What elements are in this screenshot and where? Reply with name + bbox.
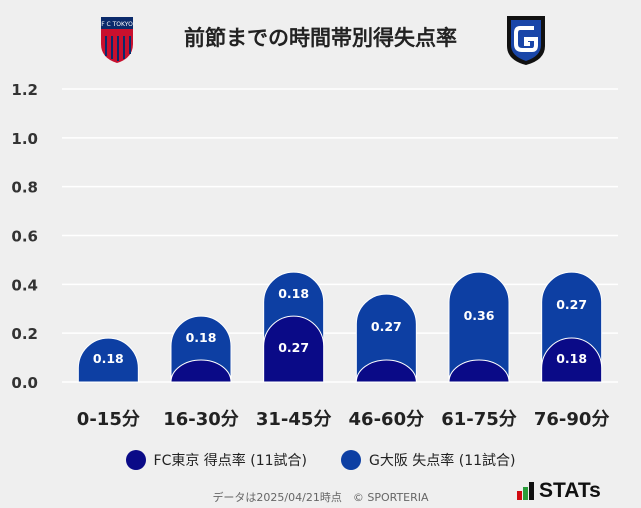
x-tick-label: 61-75分 <box>441 409 517 430</box>
y-tick-label: 1.2 <box>11 81 38 99</box>
bar-fc-tokyo-score <box>448 359 510 383</box>
fc-tokyo-logo-text: F C TOKYO <box>101 21 133 28</box>
bar-fc-tokyo-score <box>263 315 325 383</box>
bar-fc-tokyo-score <box>541 337 603 383</box>
stats-brand-text: STATs <box>539 479 601 502</box>
data-label-gamba-osaka: 0.27 <box>371 319 402 334</box>
x-tick-label: 0-15分 <box>77 409 140 430</box>
chart-legend: FC東京 得点率 (11試合) G大阪 失点率 (11試合) <box>0 450 641 470</box>
fc-tokyo-logo: F C TOKYO <box>101 17 133 63</box>
data-label-gamba-osaka: 0.18 <box>186 330 217 345</box>
bar-fc-tokyo-score <box>170 359 232 383</box>
data-label-gamba-osaka: 0.36 <box>464 308 495 323</box>
legend-item-gamba-osaka: G大阪 失点率 (11試合) <box>340 450 516 470</box>
legend-swatch-fc-tokyo <box>125 450 146 470</box>
bar-gamba-osaka-concede <box>448 271 510 383</box>
data-label-gamba-osaka: 0.18 <box>278 286 309 301</box>
y-tick-label: 0.0 <box>11 374 38 392</box>
y-tick-label: 1.0 <box>11 130 38 148</box>
legend-swatch-gamba-osaka <box>340 450 361 470</box>
gamba-osaka-logo <box>507 16 545 65</box>
legend-item-fc-tokyo: FC東京 得点率 (11試合) <box>125 450 307 470</box>
data-label-gamba-osaka: 0.27 <box>556 297 587 312</box>
bar-gamba-osaka-concede <box>355 293 417 383</box>
legend-label-fc-tokyo: FC東京 得点率 (11試合) <box>153 453 307 469</box>
bar-fc-tokyo-score <box>355 359 417 383</box>
bar-gamba-osaka-concede <box>77 337 139 383</box>
y-tick-label: 0.4 <box>11 276 38 294</box>
stats-icon <box>517 482 535 500</box>
y-tick-label: 0.8 <box>11 179 38 197</box>
page-title: 前節までの時間帯別得失点率 <box>184 26 457 50</box>
data-label-fc-tokyo: 0.27 <box>278 340 309 355</box>
data-label-gamba-osaka: 0.18 <box>93 351 124 366</box>
y-tick-label: 0.6 <box>11 228 38 246</box>
legend-label-gamba-osaka: G大阪 失点率 (11試合) <box>368 453 516 469</box>
x-tick-label: 46-60分 <box>349 409 425 430</box>
stats-brand: STATs <box>517 479 601 503</box>
x-tick-label: 76-90分 <box>534 409 610 430</box>
x-tick-label: 16-30分 <box>163 409 239 430</box>
y-tick-label: 0.2 <box>11 325 38 343</box>
data-source-note: データは2025/04/21時点 © SPORTERIA <box>212 491 429 504</box>
data-label-fc-tokyo: 0.18 <box>556 351 587 366</box>
x-tick-label: 31-45分 <box>256 409 332 430</box>
